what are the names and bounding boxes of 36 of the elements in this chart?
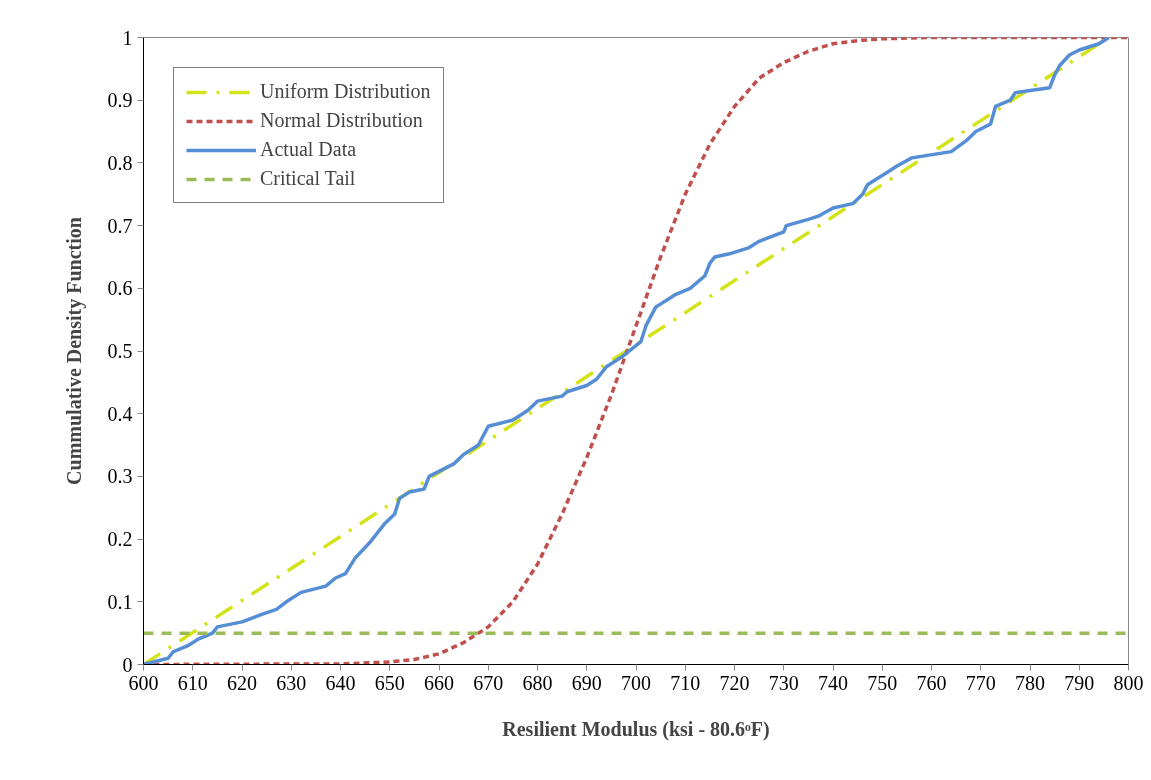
y-tick-label: 0.4 [107,402,133,425]
y-tick-label: 0.8 [107,151,133,174]
x-tick-label: 670 [473,671,504,694]
x-tick-label: 690 [571,671,602,694]
y-tick-label: 0.1 [107,590,133,613]
legend-label: Normal Distribution [260,109,423,132]
y-tick-label: 0.6 [107,277,133,300]
x-tick-label: 610 [177,671,208,694]
x-tick-label: 790 [1064,671,1095,694]
x-tick-label: 800 [1113,671,1144,694]
x-tick-label: 630 [276,671,307,694]
x-tick-label: 760 [916,671,947,694]
x-tick-label: 750 [867,671,898,694]
x-tick-label: 680 [522,671,553,694]
x-tick-label: 730 [768,671,799,694]
x-tick-label: 710 [670,671,701,694]
x-tick-label: 780 [1015,671,1045,694]
y-tick-label: 0.7 [107,214,133,237]
x-tick-label: 740 [818,671,848,694]
y-tick-label: 0.9 [107,89,133,112]
x-tick-label: 700 [621,671,651,694]
x-axis-title: Resilient Modulus (ksi - 80.6ᵒF) [502,717,770,741]
y-axis-title: Cummulative Density Function [62,217,86,485]
x-tick-label: 720 [719,671,750,694]
y-tick-label: 0.3 [107,465,133,488]
x-tick-label: 770 [965,671,996,694]
x-tick-label: 650 [374,671,405,694]
y-tick-label: 0.2 [107,528,133,551]
x-tick-label: 640 [325,671,356,694]
x-tick-label: 620 [227,671,257,694]
legend-label: Critical Tail [260,167,356,190]
legend-label: Actual Data [260,138,357,161]
y-tick-label: 0.5 [107,340,133,362]
y-tick-label: 1 [122,26,133,49]
legend-label: Uniform Distribution [260,80,431,103]
x-tick-label: 660 [424,671,454,694]
